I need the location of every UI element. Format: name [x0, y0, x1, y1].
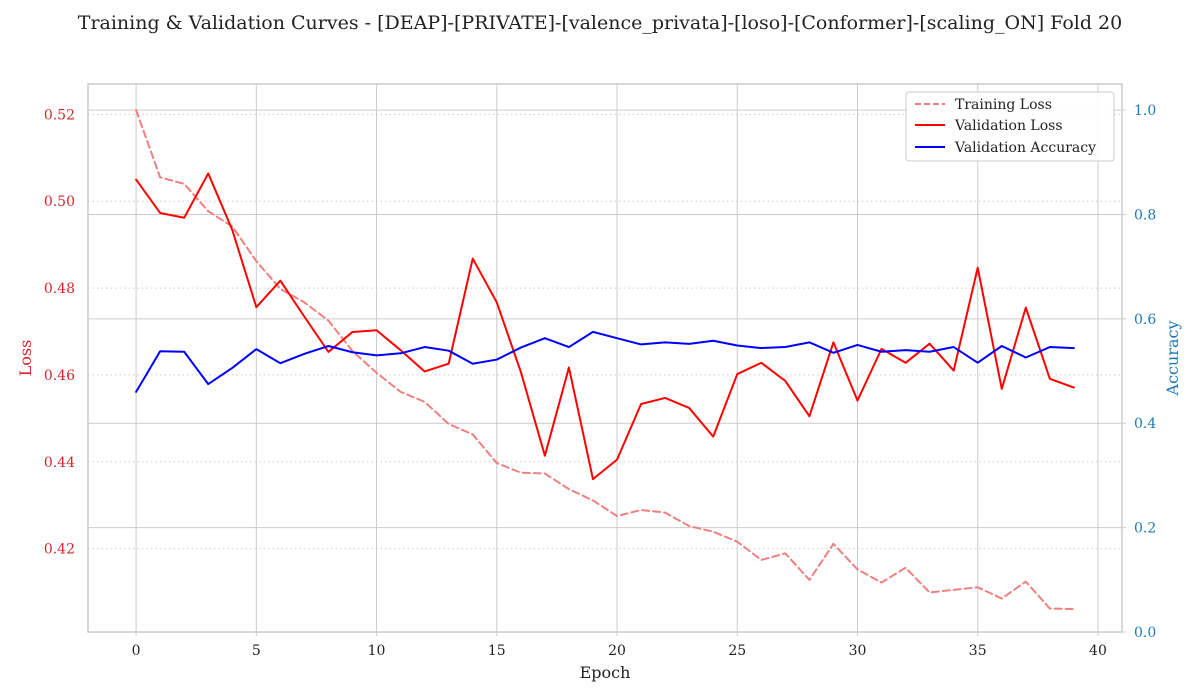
y-left-tick-label: 0.46: [44, 368, 75, 384]
series-group: [135, 109, 1075, 610]
x-axis-ticks: 0 5 10 15 20 25 30 35 40: [132, 632, 1107, 659]
x-gridlines: [135, 84, 1099, 632]
x-tick-label: 25: [728, 643, 746, 659]
x-tick-label: 20: [608, 643, 626, 659]
y-right-tick-label: 1.0: [1134, 103, 1156, 119]
legend-box: [905, 91, 1115, 162]
x-axis-label: Epoch: [580, 663, 631, 682]
y-left-axis-ticks: 0.42 0.44 0.46 0.48 0.50 0.52: [44, 107, 75, 557]
legend-label-validation-accuracy: Validation Accuracy: [954, 140, 1096, 156]
y-right-tick-label: 0.4: [1134, 416, 1156, 432]
x-tick-label: 35: [969, 643, 987, 659]
plot-area: [88, 84, 1122, 632]
x-tick-label: 15: [488, 643, 506, 659]
y-right-tick-label: 0.8: [1134, 207, 1156, 223]
y-left-axis-label: Loss: [16, 340, 35, 377]
y-right-tick-label: 0.6: [1134, 312, 1156, 328]
x-tick-label: 10: [368, 643, 386, 659]
y-left-tick-label: 0.42: [44, 542, 75, 558]
legend: Training Loss Validation Loss Validation…: [905, 91, 1115, 162]
plot-frame: [87, 83, 1123, 633]
y-right-tick-label: 0.0: [1134, 625, 1156, 641]
series-validation-loss-line: [135, 172, 1075, 481]
x-tick-label: 40: [1089, 643, 1107, 659]
left-gridlines: [88, 113, 1122, 550]
y-right-tick-label: 0.2: [1134, 521, 1156, 537]
chart-title: Training & Validation Curves - [DEAP]-[P…: [78, 12, 1122, 34]
y-right-axis-label: Accuracy: [1163, 321, 1182, 397]
y-right-axis-ticks: 0.0 0.2 0.4 0.6 0.8 1.0: [1122, 103, 1156, 641]
x-tick-label: 30: [849, 643, 867, 659]
legend-label-training-loss: Training Loss: [955, 97, 1052, 113]
legend-label-validation-loss: Validation Loss: [954, 118, 1063, 134]
y-left-tick-label: 0.44: [44, 455, 75, 471]
x-tick-label: 0: [132, 643, 141, 659]
y-left-tick-label: 0.48: [44, 281, 75, 297]
y-left-tick-label: 0.52: [44, 107, 75, 123]
x-tick-label: 5: [252, 643, 261, 659]
series-training-loss-line: [135, 109, 1075, 610]
y-left-tick-label: 0.50: [44, 194, 75, 210]
series-validation-accuracy-line: [135, 330, 1075, 393]
